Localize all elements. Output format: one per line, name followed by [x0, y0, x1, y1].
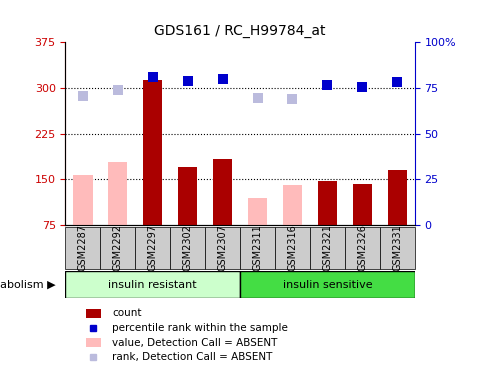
Text: GSM2326: GSM2326	[357, 224, 366, 272]
Bar	[317, 180, 336, 225]
Bar	[86, 338, 101, 347]
Bar	[240, 271, 414, 298]
Text: GSM2292: GSM2292	[113, 224, 122, 272]
Text: rank, Detection Call = ABSENT: rank, Detection Call = ABSENT	[112, 352, 272, 362]
Text: metabolism ▶: metabolism ▶	[0, 280, 56, 290]
Text: GSM2287: GSM2287	[78, 224, 88, 272]
Bar	[143, 80, 162, 225]
Bar	[86, 309, 101, 318]
Text: GSM2316: GSM2316	[287, 225, 297, 271]
Bar	[240, 227, 274, 269]
Bar	[212, 159, 232, 225]
Bar	[178, 167, 197, 225]
Bar	[65, 227, 100, 269]
Title: GDS161 / RC_H99784_at: GDS161 / RC_H99784_at	[154, 24, 325, 38]
Text: percentile rank within the sample: percentile rank within the sample	[112, 323, 287, 333]
Bar	[282, 186, 302, 225]
Text: insulin sensitive: insulin sensitive	[282, 280, 371, 290]
Text: count: count	[112, 308, 141, 318]
Bar	[205, 227, 240, 269]
Bar	[100, 227, 135, 269]
Bar	[135, 227, 170, 269]
Text: GSM2311: GSM2311	[252, 225, 262, 271]
Text: value, Detection Call = ABSENT: value, Detection Call = ABSENT	[112, 337, 277, 348]
Bar	[108, 162, 127, 225]
Text: GSM2297: GSM2297	[148, 224, 157, 272]
Bar	[344, 227, 379, 269]
Bar	[65, 271, 240, 298]
Text: insulin resistant: insulin resistant	[108, 280, 197, 290]
Bar	[247, 198, 267, 225]
Bar	[387, 170, 406, 225]
Bar	[73, 175, 92, 225]
Bar	[379, 227, 414, 269]
Text: GSM2321: GSM2321	[322, 224, 332, 272]
Bar	[170, 227, 205, 269]
Text: GSM2307: GSM2307	[217, 224, 227, 272]
Bar	[274, 227, 309, 269]
Bar	[309, 227, 344, 269]
Text: GSM2302: GSM2302	[182, 224, 192, 272]
Bar	[352, 184, 371, 225]
Text: GSM2331: GSM2331	[392, 225, 401, 271]
